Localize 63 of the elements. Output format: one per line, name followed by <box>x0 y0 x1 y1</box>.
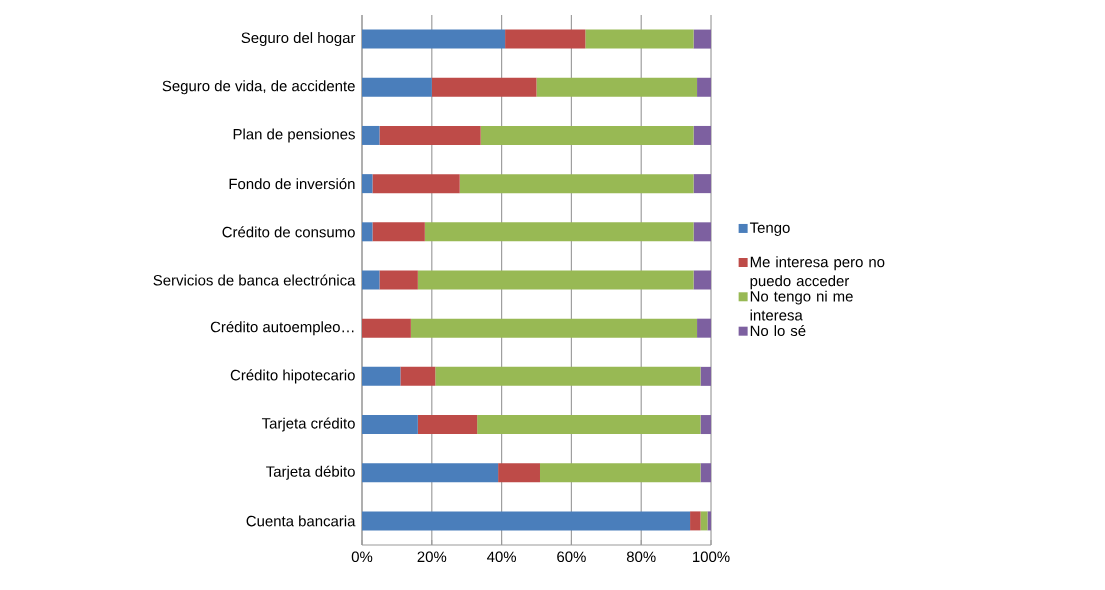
bar <box>693 222 712 242</box>
bar <box>690 511 701 531</box>
bar <box>362 366 401 386</box>
bar <box>379 125 481 145</box>
bar <box>431 77 537 97</box>
y-tick-label: Fondo de inversión <box>229 178 355 190</box>
x-tick-label: 20% <box>417 551 447 563</box>
y-tick-label: Tarjeta crédito <box>261 417 355 432</box>
legend-label: No tengo ni me interesa <box>750 290 853 321</box>
bar <box>459 174 694 194</box>
bar <box>362 174 373 194</box>
bar <box>700 511 708 531</box>
bar <box>362 463 499 483</box>
y-tick-label: Crédito autoempleo… <box>210 321 354 336</box>
y-tick-label: Tarjeta débito <box>266 465 355 480</box>
bar <box>362 270 380 290</box>
bar <box>417 415 478 435</box>
bar <box>424 222 694 242</box>
bar <box>498 463 540 483</box>
bar <box>362 511 691 531</box>
bar <box>536 77 698 97</box>
x-tick-label: 0% <box>351 551 373 563</box>
bar <box>693 29 712 49</box>
y-tick-label: Servicios de banca electrónica <box>153 274 356 286</box>
legend-label: Me interesa pero no puedo acceder <box>750 256 885 290</box>
bar <box>362 125 380 145</box>
x-tick-label: 40% <box>486 551 517 563</box>
bar <box>700 366 712 386</box>
bar <box>480 125 694 145</box>
bar <box>693 270 712 290</box>
legend-label: No lo sé <box>750 324 806 337</box>
bar <box>585 29 694 49</box>
bar <box>379 270 418 290</box>
bar <box>417 270 694 290</box>
y-tick-label: Crédito hipotecario <box>230 369 355 384</box>
y-tick-label: Crédito de consumo <box>222 226 355 238</box>
bar <box>693 125 712 145</box>
x-tick-label: 100% <box>693 551 730 563</box>
bar <box>700 415 712 435</box>
y-tick-label: Plan de pensiones <box>233 128 355 143</box>
bar <box>697 318 712 338</box>
bar <box>372 222 425 242</box>
bar <box>362 77 432 97</box>
legend-label: Tengo <box>749 222 790 236</box>
bar <box>362 318 411 338</box>
bar <box>435 366 701 386</box>
bar <box>700 463 712 483</box>
bar <box>505 29 586 49</box>
x-tick-label: 60% <box>557 551 586 563</box>
y-tick-label: Seguro de vida, de accidente <box>162 80 355 95</box>
bar <box>539 463 701 483</box>
bar <box>362 29 506 49</box>
bar <box>362 222 373 242</box>
bar <box>693 174 712 194</box>
bar <box>410 318 698 338</box>
bar <box>697 77 712 97</box>
bar <box>372 174 460 194</box>
bar <box>400 366 436 386</box>
y-tick-label: Seguro del hogar <box>241 32 356 47</box>
bar <box>362 415 418 435</box>
x-tick-label: 80% <box>626 551 656 563</box>
bar <box>477 415 701 435</box>
y-tick-label: Cuenta bancaria <box>246 515 356 527</box>
